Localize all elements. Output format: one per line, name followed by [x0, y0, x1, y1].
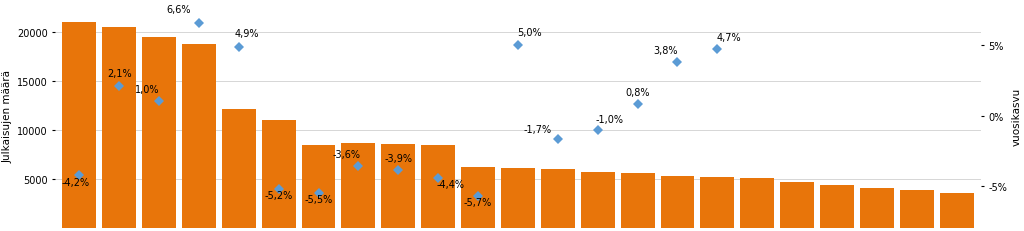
Bar: [421, 145, 455, 228]
Text: -4,4%: -4,4%: [436, 179, 464, 189]
Text: -1,7%: -1,7%: [524, 124, 552, 134]
Bar: [660, 176, 694, 228]
Bar: [222, 109, 256, 228]
Text: -5,5%: -5,5%: [304, 195, 333, 204]
Bar: [740, 179, 774, 228]
Text: -3,6%: -3,6%: [333, 149, 360, 160]
Bar: [262, 121, 296, 228]
Text: 2,1%: 2,1%: [106, 68, 131, 78]
Text: 6,6%: 6,6%: [167, 5, 191, 15]
Bar: [700, 177, 734, 228]
Bar: [302, 145, 336, 228]
Bar: [940, 193, 974, 228]
Y-axis label: vuosikasvu: vuosikasvu: [1012, 87, 1021, 145]
Text: 1,0%: 1,0%: [135, 85, 160, 95]
Bar: [860, 188, 894, 228]
Text: -1,0%: -1,0%: [596, 115, 624, 125]
Text: -3,9%: -3,9%: [384, 154, 413, 164]
Text: -5,2%: -5,2%: [264, 190, 293, 200]
Text: -5,7%: -5,7%: [464, 197, 493, 207]
Bar: [581, 173, 614, 228]
Bar: [541, 170, 574, 228]
Text: 3,8%: 3,8%: [653, 46, 678, 56]
Bar: [780, 182, 814, 228]
Bar: [62, 23, 96, 228]
Bar: [820, 185, 854, 228]
Text: 0,8%: 0,8%: [626, 88, 650, 98]
Text: 4,7%: 4,7%: [717, 33, 741, 43]
Bar: [341, 143, 376, 228]
Bar: [501, 169, 535, 228]
Bar: [461, 168, 495, 228]
Bar: [621, 173, 654, 228]
Bar: [102, 28, 136, 228]
Text: 5,0%: 5,0%: [517, 27, 543, 37]
Text: 4,9%: 4,9%: [234, 29, 259, 39]
Bar: [182, 45, 216, 228]
Y-axis label: Julkaisujen määrä: Julkaisujen määrä: [3, 70, 12, 162]
Bar: [900, 190, 934, 228]
Bar: [381, 144, 416, 228]
Text: -4,2%: -4,2%: [61, 178, 89, 188]
Bar: [142, 38, 176, 228]
